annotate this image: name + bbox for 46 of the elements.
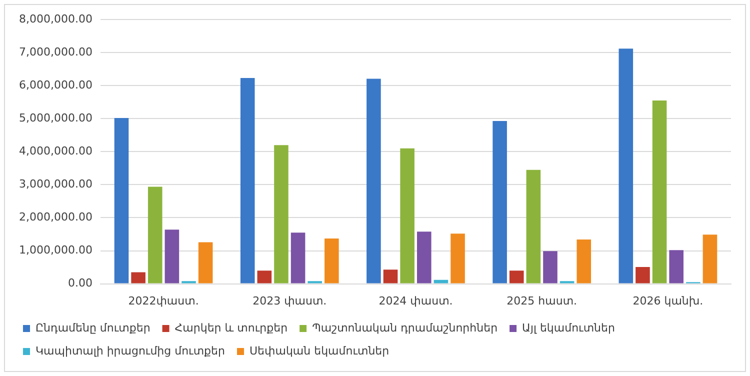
bar xyxy=(383,270,398,284)
bar xyxy=(290,232,306,284)
bar xyxy=(148,186,162,284)
bar xyxy=(652,100,667,284)
bar xyxy=(324,238,339,284)
bar xyxy=(636,266,650,284)
y-tick-label: 4,000,000.00 xyxy=(18,144,92,158)
bar xyxy=(509,270,524,284)
y-tick-label: 8,000,000.00 xyxy=(18,12,92,26)
legend-label: Պաշտոնական դրամաշնորհներ xyxy=(312,321,498,334)
legend-label: Այլ եկամուտներ xyxy=(522,321,615,334)
bar xyxy=(114,118,129,284)
legend-label: Հարկեր և տուրքեր xyxy=(174,321,288,334)
bar xyxy=(366,78,381,284)
x-tick-label: 2024 փաստ. xyxy=(378,294,453,308)
y-tick-label: 1,000,000.00 xyxy=(18,244,92,257)
bar xyxy=(131,272,146,284)
legend-label: Ընդամենը մուտքեր xyxy=(36,321,150,334)
x-tick-label: 2023 փաստ. xyxy=(252,294,327,308)
y-tick-label: 5,000,000.00 xyxy=(18,112,92,125)
bar xyxy=(417,232,432,284)
bar xyxy=(669,250,684,284)
bar xyxy=(543,251,558,284)
bar xyxy=(450,234,465,284)
bar xyxy=(240,78,255,284)
y-tick-label: 2,000,000.00 xyxy=(18,210,92,224)
x-tick-label: 2025 հաստ. xyxy=(506,294,578,308)
legend-label: Կապիտալի իրացումից մուտքեր xyxy=(36,344,226,358)
bar xyxy=(164,230,180,284)
bar xyxy=(400,148,414,284)
y-tick-label: 3,000,000.00 xyxy=(18,178,92,191)
bar xyxy=(257,270,272,284)
bar xyxy=(526,170,541,284)
bar xyxy=(576,240,592,284)
bar xyxy=(702,234,718,284)
y-tick-label: 6,000,000.00 xyxy=(18,78,92,92)
bar xyxy=(618,48,634,284)
legend-label: Սեփական եկամուտներ xyxy=(249,344,390,358)
bar xyxy=(434,280,448,284)
x-tick-label: 2022փաստ. xyxy=(128,294,199,308)
x-tick-label: 2026 կանխ. xyxy=(632,294,704,308)
bar xyxy=(198,242,213,284)
bar xyxy=(492,120,507,284)
bar xyxy=(274,145,288,284)
y-tick-label: 0.00 xyxy=(68,276,92,290)
y-tick-label: 7,000,000.00 xyxy=(18,45,92,58)
